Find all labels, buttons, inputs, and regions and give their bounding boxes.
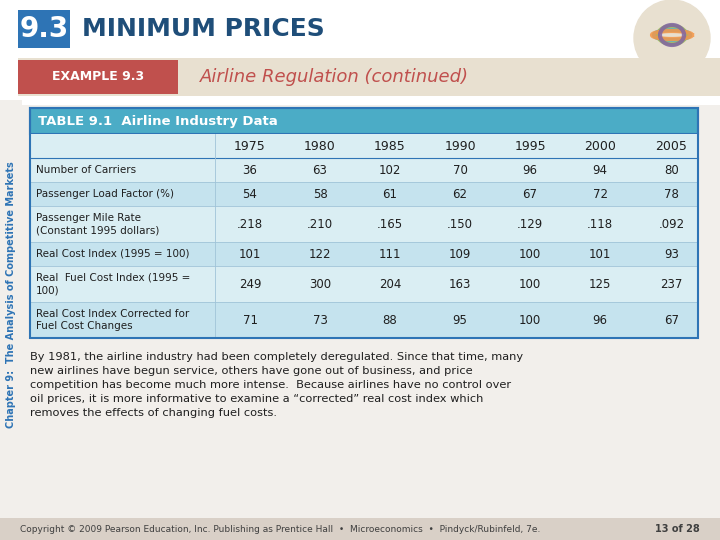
FancyBboxPatch shape [30,158,698,182]
Text: 1975: 1975 [234,139,266,152]
Text: 100: 100 [519,314,541,327]
Text: 9.3: 9.3 [19,15,68,43]
Text: EXAMPLE 9.3: EXAMPLE 9.3 [52,71,144,84]
FancyBboxPatch shape [18,58,720,96]
Text: 67: 67 [523,187,538,200]
FancyBboxPatch shape [0,518,720,540]
Text: 111: 111 [379,247,401,260]
Text: 1990: 1990 [444,139,476,152]
Text: 204: 204 [379,278,401,291]
Text: 109: 109 [449,247,471,260]
Text: 54: 54 [243,187,258,200]
Text: Copyright © 2009 Pearson Education, Inc. Publishing as Prentice Hall  •  Microec: Copyright © 2009 Pearson Education, Inc.… [20,524,541,534]
Text: 61: 61 [382,187,397,200]
FancyBboxPatch shape [30,266,698,302]
Text: 73: 73 [312,314,328,327]
Text: Chapter 9:  The Analysis of Competitive Markets: Chapter 9: The Analysis of Competitive M… [6,161,16,428]
Text: 72: 72 [593,187,608,200]
Text: 237: 237 [660,278,683,291]
Text: 71: 71 [243,314,258,327]
Text: 96: 96 [593,314,608,327]
Text: 122: 122 [309,247,331,260]
Text: 249: 249 [239,278,261,291]
Text: 1995: 1995 [514,139,546,152]
Text: .118: .118 [587,218,613,231]
Text: 2005: 2005 [656,139,688,152]
Text: Airline Regulation (continued): Airline Regulation (continued) [200,68,469,86]
Text: 100: 100 [519,247,541,260]
Text: 93: 93 [664,247,679,260]
FancyBboxPatch shape [30,206,698,242]
FancyBboxPatch shape [30,108,698,134]
FancyBboxPatch shape [0,0,720,105]
Text: 101: 101 [589,247,611,260]
Text: 67: 67 [664,314,679,327]
Text: 96: 96 [523,164,538,177]
Text: Number of Carriers: Number of Carriers [36,165,136,175]
Text: 2000: 2000 [584,139,616,152]
Text: Real Cost Index Corrected for
Fuel Cost Changes: Real Cost Index Corrected for Fuel Cost … [36,309,189,331]
Text: 102: 102 [379,164,401,177]
Text: 13 of 28: 13 of 28 [655,524,700,534]
Text: Real Cost Index (1995 = 100): Real Cost Index (1995 = 100) [36,249,189,259]
Text: 1985: 1985 [374,139,406,152]
FancyBboxPatch shape [30,242,698,266]
Text: .210: .210 [307,218,333,231]
Circle shape [634,0,710,76]
Text: .129: .129 [517,218,543,231]
FancyBboxPatch shape [0,100,22,490]
FancyBboxPatch shape [30,182,698,206]
FancyBboxPatch shape [30,302,698,338]
Text: 70: 70 [453,164,467,177]
Text: MINIMUM PRICES: MINIMUM PRICES [82,17,325,41]
Text: 300: 300 [309,278,331,291]
Text: 1980: 1980 [304,139,336,152]
Text: 88: 88 [382,314,397,327]
Text: Real  Fuel Cost Index (1995 =
100): Real Fuel Cost Index (1995 = 100) [36,273,190,295]
FancyBboxPatch shape [18,60,178,94]
Text: 58: 58 [312,187,328,200]
Text: 125: 125 [589,278,611,291]
Text: .092: .092 [658,218,685,231]
Text: 94: 94 [593,164,608,177]
FancyBboxPatch shape [18,10,70,48]
Text: 36: 36 [243,164,258,177]
Text: .150: .150 [447,218,473,231]
Text: By 1981, the airline industry had been completely deregulated. Since that time, : By 1981, the airline industry had been c… [30,352,523,418]
Text: 101: 101 [239,247,261,260]
Text: Passenger Mile Rate
(Constant 1995 dollars): Passenger Mile Rate (Constant 1995 dolla… [36,213,159,235]
Text: .165: .165 [377,218,403,231]
Text: 80: 80 [664,164,679,177]
Text: 63: 63 [312,164,328,177]
Text: 95: 95 [453,314,467,327]
Text: .218: .218 [237,218,263,231]
Text: 100: 100 [519,278,541,291]
Text: TABLE 9.1  Airline Industry Data: TABLE 9.1 Airline Industry Data [38,114,278,127]
Text: 163: 163 [449,278,471,291]
Text: 78: 78 [664,187,679,200]
FancyBboxPatch shape [30,134,698,158]
Text: Passenger Load Factor (%): Passenger Load Factor (%) [36,189,174,199]
Text: 62: 62 [452,187,467,200]
